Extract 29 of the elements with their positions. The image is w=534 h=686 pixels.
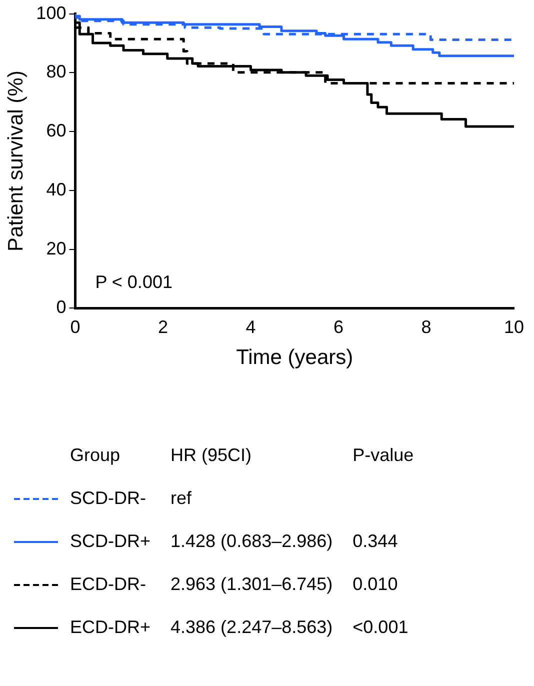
- x-tick-label: 0: [70, 316, 80, 337]
- text: 0.344: [352, 531, 399, 553]
- y-axis-title: Patient survival (%): [4, 70, 28, 252]
- annotation: P < 0.001: [95, 272, 172, 292]
- text: HR (95CI): [170, 445, 253, 467]
- y-tick-label: 80: [46, 62, 66, 82]
- x-tick-label: 4: [246, 316, 256, 337]
- y-tick-label: 100: [36, 2, 66, 23]
- x-tick-label: 10: [504, 316, 524, 337]
- text: <0.001: [352, 617, 410, 639]
- text: 1.428 (0.683–2.986): [170, 531, 333, 553]
- y-tick-label: 60: [46, 120, 66, 141]
- x-tick-label: 8: [421, 316, 432, 337]
- legend-label: SCD-DR-: [70, 488, 147, 510]
- text: 0.010: [352, 574, 399, 596]
- text: ref: [170, 488, 193, 510]
- text: P-value: [352, 445, 414, 467]
- legend-label: SCD-DR+: [70, 531, 151, 553]
- y-tick-label: 20: [46, 238, 66, 258]
- x-axis-title: Time (years): [236, 346, 354, 370]
- text: 4.386 (2.247–8.563): [170, 617, 333, 639]
- y-tick-label: 0: [56, 297, 66, 318]
- x-tick-label: 2: [158, 316, 168, 337]
- text: 2.963 (1.301–6.745): [170, 574, 333, 596]
- legend-label: ECD-DR-: [70, 574, 147, 596]
- legend-label: ECD-DR+: [70, 617, 151, 639]
- text: Group: [70, 445, 122, 467]
- x-tick-label: 6: [333, 316, 344, 337]
- y-tick-label: 40: [46, 179, 66, 200]
